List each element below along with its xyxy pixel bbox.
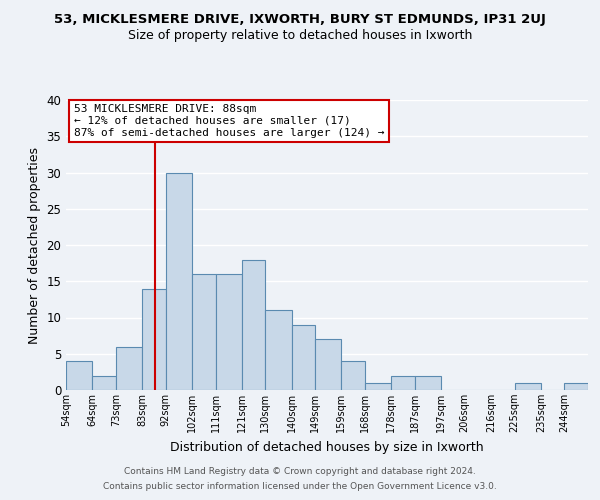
Bar <box>565 383 588 390</box>
Bar <box>315 339 341 390</box>
X-axis label: Distribution of detached houses by size in Ixworth: Distribution of detached houses by size … <box>170 440 484 454</box>
Bar <box>415 376 441 390</box>
Bar <box>92 376 116 390</box>
Bar <box>166 172 192 390</box>
Bar <box>365 383 391 390</box>
Bar <box>142 288 166 390</box>
Bar <box>391 376 415 390</box>
Bar <box>292 325 315 390</box>
Bar <box>341 361 365 390</box>
Text: 53 MICKLESMERE DRIVE: 88sqm
← 12% of detached houses are smaller (17)
87% of sem: 53 MICKLESMERE DRIVE: 88sqm ← 12% of det… <box>74 104 385 138</box>
Y-axis label: Number of detached properties: Number of detached properties <box>28 146 41 344</box>
Text: Size of property relative to detached houses in Ixworth: Size of property relative to detached ho… <box>128 29 472 42</box>
Bar <box>215 274 242 390</box>
Bar <box>192 274 215 390</box>
Text: Contains public sector information licensed under the Open Government Licence v3: Contains public sector information licen… <box>103 482 497 491</box>
Bar <box>265 310 292 390</box>
Text: Contains HM Land Registry data © Crown copyright and database right 2024.: Contains HM Land Registry data © Crown c… <box>124 467 476 476</box>
Bar <box>116 346 142 390</box>
Bar <box>242 260 265 390</box>
Bar <box>66 361 92 390</box>
Bar <box>515 383 541 390</box>
Text: 53, MICKLESMERE DRIVE, IXWORTH, BURY ST EDMUNDS, IP31 2UJ: 53, MICKLESMERE DRIVE, IXWORTH, BURY ST … <box>54 12 546 26</box>
